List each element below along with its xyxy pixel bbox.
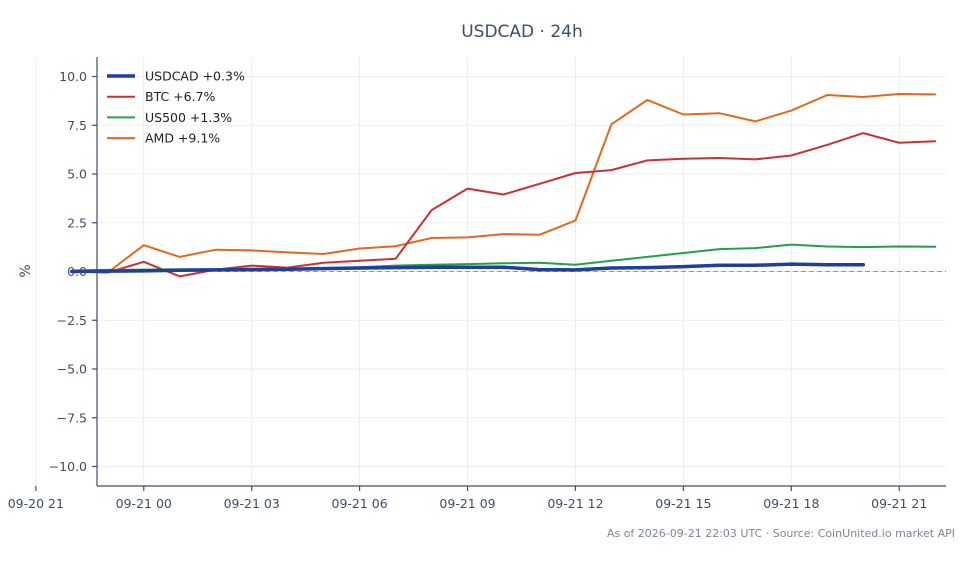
- source-footer: As of 2026-09-21 22:03 UTC · Source: Coi…: [607, 527, 955, 540]
- axes: [35, 57, 946, 491]
- x-tick-label: 09-21 15: [655, 496, 711, 511]
- y-axis-label: %: [18, 264, 34, 277]
- series-lines: [70, 93, 937, 278]
- y-tick-labels: −10.0 −7.5 −5.0 −2.5 0.0 2.5 5.0 7.5 10.0: [49, 69, 87, 474]
- y-tick-label: 5.0: [67, 167, 87, 182]
- x-tick-label: 09-21 18: [763, 496, 819, 511]
- legend-label: BTC +6.7%: [145, 89, 216, 104]
- x-tick-label: 09-21 21: [871, 496, 927, 511]
- series-line-3: [70, 93, 937, 274]
- y-tick-label: 7.5: [67, 118, 87, 133]
- x-tick-label: 09-21 12: [547, 496, 603, 511]
- x-tick-label: 09-21 06: [332, 496, 388, 511]
- y-tick-label: 2.5: [67, 215, 87, 230]
- y-tick-label: −5.0: [57, 362, 87, 377]
- y-tick-label: −2.5: [57, 313, 87, 328]
- x-tick-label: 09-21 09: [439, 496, 495, 511]
- y-tick-label: 0.0: [67, 264, 87, 279]
- x-tick-label: 09-20 21: [8, 496, 64, 511]
- series-line-1: [70, 132, 937, 278]
- series-line-0: [70, 262, 866, 274]
- y-tick-label: 10.0: [59, 69, 87, 84]
- y-tick-label: −10.0: [49, 459, 87, 474]
- x-tick-labels: 09-20 21 09-21 00 09-21 03 09-21 06 09-21 09…: [8, 496, 928, 511]
- legend-label: AMD +9.1%: [145, 131, 220, 146]
- x-tick-label: 09-21 00: [116, 496, 172, 511]
- chart-title: USDCAD · 24h: [461, 22, 583, 42]
- x-tick-label: 09-21 03: [224, 496, 280, 511]
- y-tick-label: −7.5: [57, 410, 87, 425]
- legend-label: US500 +1.3%: [145, 110, 232, 125]
- legend: USDCAD +0.3% BTC +6.7% US500 +1.3% AMD +9.1…: [107, 69, 245, 146]
- legend-label: USDCAD +0.3%: [145, 69, 245, 84]
